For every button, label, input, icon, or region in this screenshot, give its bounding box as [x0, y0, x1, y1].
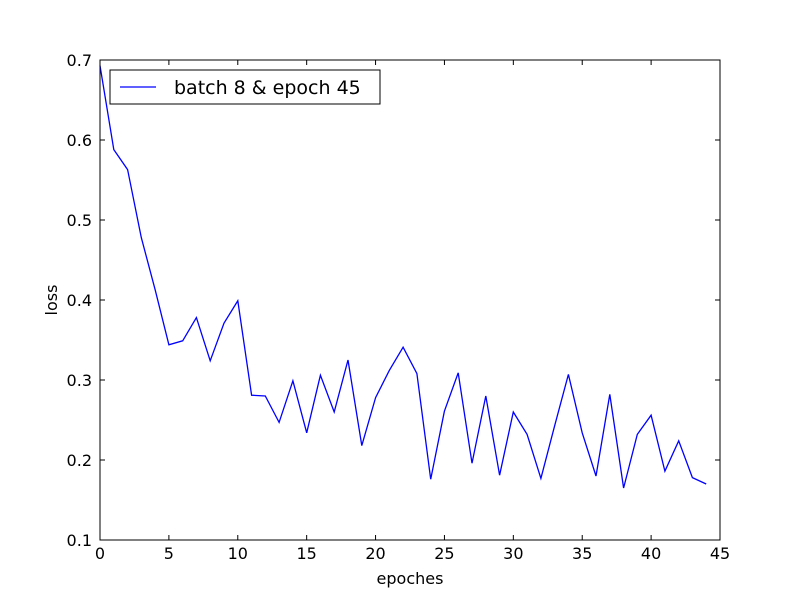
y-tick-label: 0.7 — [67, 51, 92, 70]
x-tick-label: 45 — [710, 544, 730, 563]
x-tick-label: 35 — [572, 544, 592, 563]
x-tick-label: 20 — [365, 544, 385, 563]
x-tick-label: 30 — [503, 544, 523, 563]
x-tick-label: 0 — [95, 544, 105, 563]
series-layer — [99, 65, 707, 489]
y-tick-label: 0.6 — [67, 131, 92, 150]
x-tick-label: 10 — [228, 544, 248, 563]
x-tick-label: 25 — [434, 544, 454, 563]
x-tick-label: 40 — [641, 544, 661, 563]
y-tick-label: 0.3 — [67, 371, 92, 390]
x-tick-label: 5 — [164, 544, 174, 563]
y-tick-label: 0.2 — [67, 451, 92, 470]
y-axis-label: loss — [42, 285, 61, 316]
series-line-0 — [99, 65, 707, 489]
tick-labels: 0 5 10 15 20 25 30 35 40 45 0.1 0.2 0.3 0.4 0.5 0.6 0.7 — [67, 51, 731, 563]
plot-frame — [99, 59, 721, 541]
x-tick-label: 15 — [296, 544, 316, 563]
y-tick-label: 0.5 — [67, 211, 92, 230]
y-tick-label: 0.4 — [67, 291, 92, 310]
legend-label: batch 8 & epoch 45 — [174, 77, 361, 99]
x-axis-label: epoches — [377, 569, 444, 588]
plot-background — [100, 60, 720, 540]
legend: batch 8 & epoch 45 — [109, 69, 381, 105]
y-tick-label: 0.1 — [67, 531, 92, 550]
axis-ticks — [99, 59, 721, 541]
